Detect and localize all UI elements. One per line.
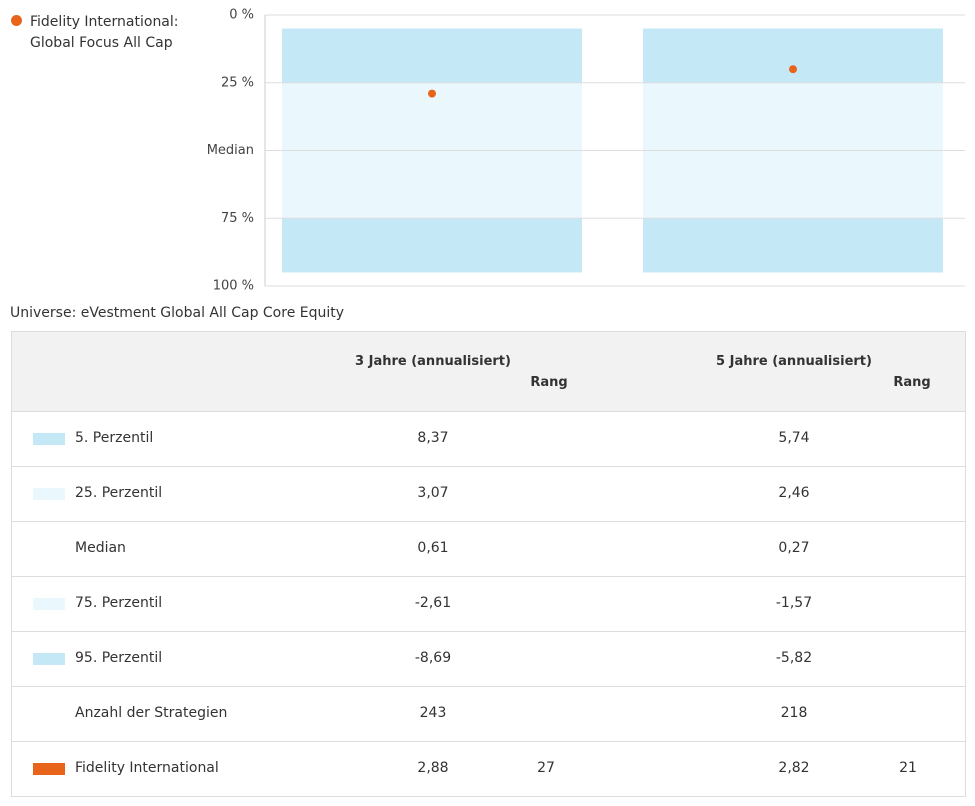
y-tick-label: 25 % <box>221 75 254 90</box>
row-label: 75. Perzentil <box>75 595 163 611</box>
swatch <box>33 763 65 775</box>
cell: 0,27 <box>778 540 810 556</box>
row-label: 5. Perzentil <box>75 430 154 446</box>
swatch <box>33 598 65 610</box>
header: 3 Jahre (annualisiert) <box>355 354 511 369</box>
table-row: Anzahl der Strategien 243 218 <box>12 687 965 742</box>
table-row: Fidelity International 2,88 27 2,82 21 <box>12 742 965 796</box>
y-tick-label: 75 % <box>221 211 254 226</box>
table-caption: Universe: eVestment Global All Cap Core … <box>10 305 345 321</box>
swatch <box>33 653 65 665</box>
swatch <box>33 433 65 445</box>
table: 3 Jahre (annualisiert) Rang 5 Jahre (ann… <box>11 331 966 797</box>
header: 5 Jahre (annualisiert) <box>716 354 872 369</box>
row-label: Anzahl der Strategien <box>75 705 228 721</box>
y-tick-label: 0 % <box>229 8 254 23</box>
cell: -5,82 <box>775 650 813 666</box>
percentile-band <box>643 218 943 273</box>
table-header: 3 Jahre (annualisiert) Rang 5 Jahre (ann… <box>12 332 965 412</box>
percentile-band <box>282 28 582 83</box>
y-tick-label: 100 % <box>213 279 254 294</box>
legend-label: Fidelity International: Global Focus All… <box>30 14 179 51</box>
swatch <box>33 488 65 500</box>
rank-dot <box>789 65 797 74</box>
cell: 3,07 <box>417 485 449 501</box>
table-row: 95. Perzentil -8,69 -5,82 <box>12 632 965 687</box>
row-label: 25. Perzentil <box>75 485 163 501</box>
cell: 5,74 <box>778 430 810 446</box>
table-row: Median 0,61 0,27 <box>12 522 965 577</box>
cell: 21 <box>899 760 917 776</box>
legend-marker <box>11 15 22 26</box>
percentile-band <box>282 218 582 273</box>
cell: -1,57 <box>775 595 813 611</box>
row-label: Median <box>75 540 126 556</box>
cell: 243 <box>419 705 447 721</box>
row-label: 95. Perzentil <box>75 650 163 666</box>
row-label: Fidelity International <box>75 760 219 776</box>
table-row: 5. Perzentil 8,37 5,74 <box>12 412 965 467</box>
cell: 27 <box>537 760 555 776</box>
cell: 2,88 <box>417 760 449 776</box>
cell: -8,69 <box>414 650 452 666</box>
cell: 218 <box>780 705 808 721</box>
table-row: 25. Perzentil 3,07 2,46 <box>12 467 965 522</box>
rank-dot <box>428 89 436 98</box>
y-tick-label: Median <box>207 143 254 158</box>
table-row: 75. Perzentil -2,61 -1,57 <box>12 577 965 632</box>
percentile-band <box>643 28 943 83</box>
chart: 0 % 25 % Median 75 % 100 % <box>207 8 965 294</box>
cell: 2,82 <box>778 760 810 776</box>
header: Rang <box>530 375 568 390</box>
cell: 2,46 <box>778 485 810 501</box>
cell: 0,61 <box>417 540 449 556</box>
header: Rang <box>893 375 931 390</box>
cell: -2,61 <box>414 595 452 611</box>
cell: 8,37 <box>417 430 449 446</box>
